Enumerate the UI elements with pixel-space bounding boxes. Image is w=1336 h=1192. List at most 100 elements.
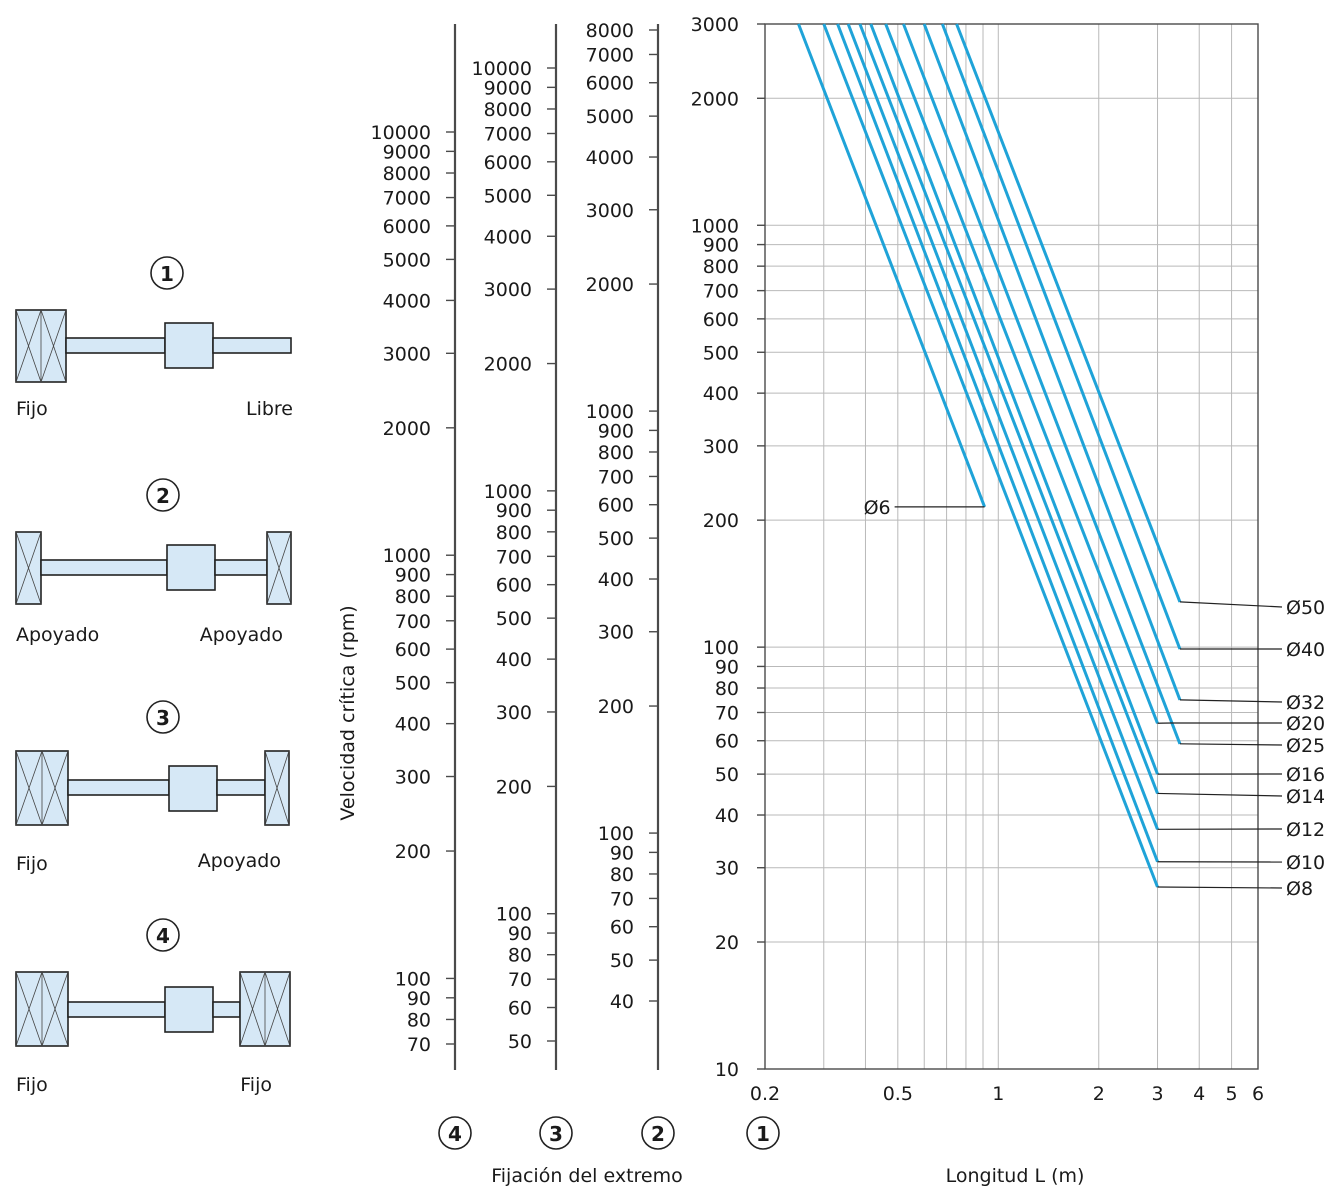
mounting-diagram-4: 4 Fijo Fijo xyxy=(15,918,291,1096)
scale-tick-label: 500 xyxy=(496,608,532,630)
scale-tick-label: 70 xyxy=(610,888,634,910)
scale-tick-label: 700 xyxy=(395,611,431,633)
scale-tick-label: 6000 xyxy=(484,152,532,174)
y-tick-label: 30 xyxy=(715,858,739,880)
y-tick-label: 60 xyxy=(715,731,739,753)
scale-tick-label: 90 xyxy=(508,923,532,945)
scale-tick-label: 2000 xyxy=(383,418,431,440)
y-tick-label: 300 xyxy=(703,436,739,458)
diagram-number: 3 xyxy=(156,706,170,730)
fixation-selector-4: 4 xyxy=(438,1116,472,1150)
scale-tick-label: 3000 xyxy=(484,279,532,301)
scale-tick-label: 10000 xyxy=(472,58,532,80)
scale-tick-label: 5000 xyxy=(383,249,431,271)
series-leader xyxy=(1179,743,1283,746)
screw-shaft xyxy=(212,1001,241,1018)
scale-tick-label: 600 xyxy=(395,639,431,661)
diagram-right-label: Libre xyxy=(246,398,293,420)
diagram-right-label: Fijo xyxy=(240,1074,272,1096)
series-line xyxy=(940,23,1182,650)
series-label: Ø32 xyxy=(1286,692,1325,714)
scale-tick-label: 700 xyxy=(496,546,532,568)
series-label: Ø16 xyxy=(1286,764,1325,786)
series-label: Ø20 xyxy=(1286,713,1325,735)
series-label: Ø12 xyxy=(1286,819,1325,841)
series-line xyxy=(822,23,1159,888)
scale-tick-label: 800 xyxy=(496,522,532,544)
series-leader xyxy=(1179,601,1283,608)
series-label: Ø8 xyxy=(1286,878,1313,900)
y-tick-label: 50 xyxy=(715,764,739,786)
fixation-selector-1: 1 xyxy=(746,1116,780,1150)
selector-number: 3 xyxy=(549,1122,563,1146)
scale-tick-label: 6000 xyxy=(586,73,634,95)
mounting-diagram-1: 1 Fijo Libre xyxy=(15,256,293,420)
series-label: Ø10 xyxy=(1286,852,1325,874)
diagram-number: 1 xyxy=(160,262,174,286)
y-axis-label: Velocidad crítica (rpm) xyxy=(337,605,359,820)
x-tick-label: 5 xyxy=(1226,1083,1238,1105)
y-tick-label: 90 xyxy=(715,656,739,678)
y-tick-label: 70 xyxy=(715,702,739,724)
series-line xyxy=(884,23,1159,724)
series-line xyxy=(858,23,1159,794)
plot-frame xyxy=(764,23,1259,1070)
scale-tick-label: 600 xyxy=(598,495,634,517)
scale-tick-label: 80 xyxy=(508,945,532,967)
diagram-number: 4 xyxy=(156,924,170,948)
x-axis-label: Longitud L (m) xyxy=(946,1165,1085,1187)
series-line xyxy=(922,23,1182,701)
nut-block xyxy=(164,986,214,1033)
scale-tick-label: 70 xyxy=(508,969,532,991)
y-tick-label: 20 xyxy=(715,932,739,954)
scale-tick-label: 3000 xyxy=(586,200,634,222)
scale-tick-label: 4000 xyxy=(484,226,532,248)
y-tick-label: 500 xyxy=(703,342,739,364)
scale-tick-label: 1000 xyxy=(484,481,532,503)
screw-shaft xyxy=(216,779,266,796)
scale-tick-label: 2000 xyxy=(484,354,532,376)
diagram-left-label: Fijo xyxy=(16,1074,48,1096)
y-tick-label: 700 xyxy=(703,281,739,303)
series-line xyxy=(869,23,1159,775)
nut-block xyxy=(166,544,216,591)
scale-tick-label: 9000 xyxy=(383,141,431,163)
scale-tick-label: 50 xyxy=(508,1031,532,1053)
scale-tick-label: 300 xyxy=(598,622,634,644)
selector-number: 1 xyxy=(756,1122,770,1146)
scale-tick-label: 200 xyxy=(395,841,431,863)
scale-tick-label: 10000 xyxy=(371,122,431,144)
scale-tick-label: 9000 xyxy=(484,77,532,99)
scale-tick-label: 3000 xyxy=(383,343,431,365)
nut-block xyxy=(164,322,214,369)
diagram-number-circle xyxy=(146,478,180,512)
selector-number: 2 xyxy=(651,1122,665,1146)
diagram-left-label: Fijo xyxy=(16,853,48,875)
scale-tick-label: 90 xyxy=(407,988,431,1010)
series-label: Ø14 xyxy=(1286,786,1325,808)
screw-shaft xyxy=(67,1001,166,1018)
y-tick-label: 600 xyxy=(703,309,739,331)
scale-tick-label: 300 xyxy=(496,702,532,724)
scale-tick-label: 300 xyxy=(395,767,431,789)
x-tick-label: 6 xyxy=(1252,1083,1264,1105)
y-tick-label: 100 xyxy=(703,637,739,659)
y-tick-label: 80 xyxy=(715,678,739,700)
series-label: Ø6 xyxy=(864,497,891,519)
series-line xyxy=(902,23,1182,745)
y-tick-label: 400 xyxy=(703,383,739,405)
x-axis-ticks: 0.2 0.5 1 2 3 4 5 6 xyxy=(750,1083,1264,1105)
diagram-number-circle xyxy=(146,700,180,734)
scale-tick-label: 50 xyxy=(610,950,634,972)
y-tick-label: 200 xyxy=(703,510,739,532)
fixation-selector-2: 2 xyxy=(641,1116,675,1150)
x-tick-label: 0.2 xyxy=(750,1083,780,1105)
series-line xyxy=(846,23,1159,830)
scale-tick-label: 900 xyxy=(496,500,532,522)
scale-tick-label: 6000 xyxy=(383,216,431,238)
scale-tick-label: 900 xyxy=(598,420,634,442)
x-tick-label: 0.5 xyxy=(883,1083,913,1105)
diagram-number-circle xyxy=(146,918,180,952)
